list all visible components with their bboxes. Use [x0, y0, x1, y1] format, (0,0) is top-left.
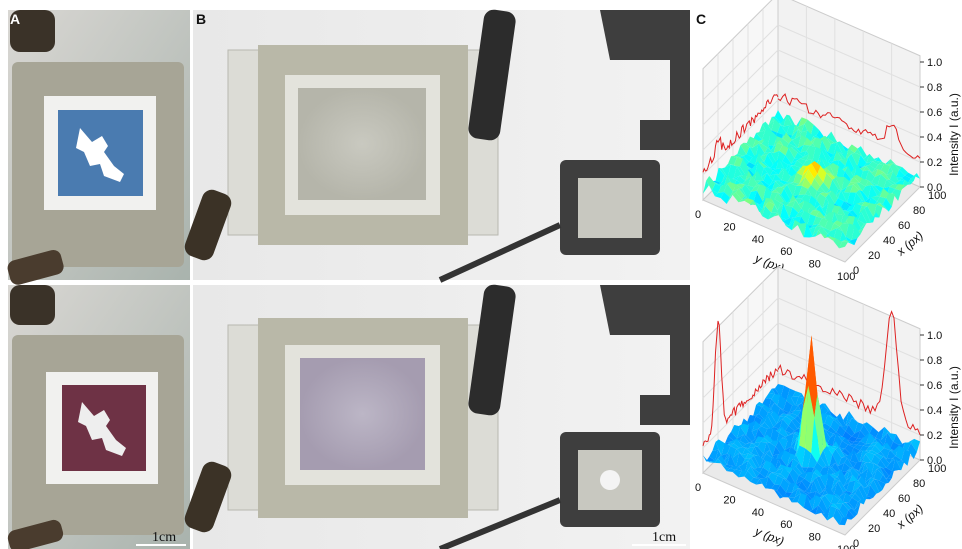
y-tick-label: 60	[780, 246, 792, 258]
x-tick-label: 20	[868, 523, 880, 535]
panel-label: B	[196, 11, 206, 27]
y-tick-label: 80	[809, 532, 821, 544]
z-tick-label: 0.6	[927, 380, 942, 392]
x-tick-label: 40	[883, 508, 895, 520]
x-tick-label: 60	[898, 220, 910, 232]
y-tick-label: 0	[695, 482, 701, 494]
surface-plot: 0.00.20.40.60.81.00204060801000204060801…	[695, 267, 961, 549]
z-axis-label: Intensity I (a.u.)	[947, 366, 961, 449]
x-tick-label: 80	[913, 478, 925, 490]
y-tick-label: 20	[723, 494, 735, 506]
x-tick-label: 40	[883, 235, 895, 247]
z-tick-label: 0.2	[927, 157, 942, 169]
z-tick-label: 0.8	[927, 355, 942, 367]
x-tick-label: 100	[928, 190, 946, 202]
z-tick-label: 0.4	[927, 405, 942, 417]
x-tick-label: 0	[853, 538, 859, 549]
photo-b-bottom	[182, 283, 690, 549]
z-tick-label: 1.0	[927, 57, 942, 69]
z-tick-label: 0.6	[927, 107, 942, 119]
x-axis-label: x (px)	[893, 501, 926, 532]
figure: A B C 1cm 1cm 0.00.20.40.60.81.002040608…	[0, 0, 962, 549]
z-tick-label: 1.0	[927, 330, 942, 342]
z-tick-label: 0.4	[927, 132, 942, 144]
y-tick-label: 40	[752, 234, 764, 246]
photo-b-top	[182, 8, 690, 280]
x-tick-label: 60	[898, 493, 910, 505]
x-tick-label: 80	[913, 205, 925, 217]
y-tick-label: 20	[723, 221, 735, 233]
x-tick-label: 20	[868, 250, 880, 262]
photo-a-top	[6, 10, 190, 287]
x-axis-label: x (px)	[893, 228, 926, 259]
surface-plot: 0.00.20.40.60.81.00204060801000204060801…	[695, 0, 961, 283]
z-tick-label: 0.8	[927, 82, 942, 94]
photo-a-bottom	[6, 285, 190, 549]
x-tick-label: 0	[853, 265, 859, 277]
scale-bar-label: 1cm	[652, 530, 676, 545]
y-tick-label: 0	[695, 209, 701, 221]
scale-bar-label: 1cm	[152, 530, 176, 545]
panel-label: A	[10, 11, 20, 27]
z-tick-label: 0.2	[927, 430, 942, 442]
panel-label: C	[696, 11, 706, 27]
plots: 0.00.20.40.60.81.00204060801000204060801…	[695, 0, 961, 549]
x-tick-label: 100	[928, 463, 946, 475]
y-tick-label: 40	[752, 507, 764, 519]
z-axis-label: Intensity I (a.u.)	[947, 93, 961, 176]
y-tick-label: 80	[809, 259, 821, 271]
y-tick-label: 60	[780, 519, 792, 531]
